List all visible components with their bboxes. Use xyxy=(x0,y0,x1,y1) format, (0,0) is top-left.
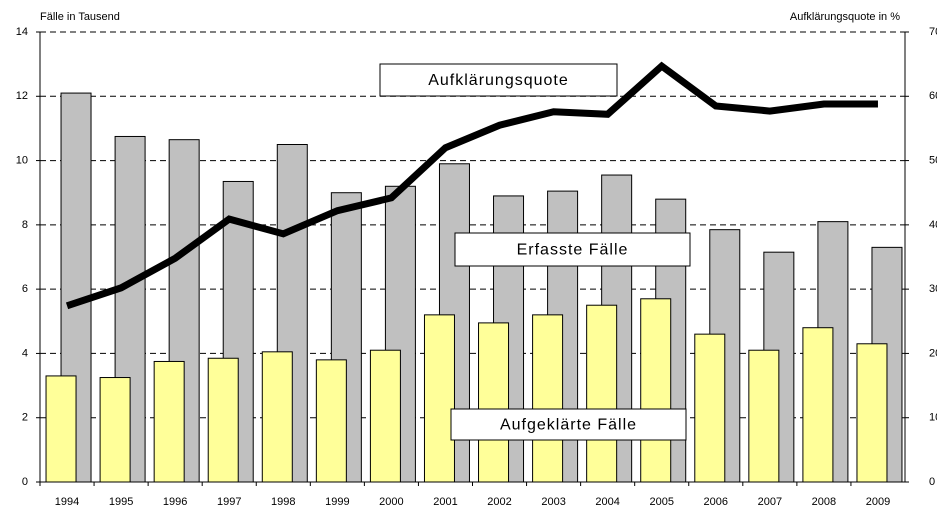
bar xyxy=(478,322,510,483)
y-tick-label: 10 xyxy=(16,154,28,166)
bar xyxy=(369,349,401,483)
bar xyxy=(45,375,77,483)
x-tick-label: 2004 xyxy=(595,496,619,508)
y-tick-label: 8 xyxy=(22,219,28,231)
series-name: Erfasste Fälle xyxy=(517,242,629,259)
x-tick-label: 1994 xyxy=(55,496,79,508)
x-tick-label: 2008 xyxy=(812,496,836,508)
y2-tick-label: 70 xyxy=(929,26,937,38)
bar xyxy=(261,351,293,483)
x-tick-label: 1998 xyxy=(271,496,295,508)
y-tick-label: 14 xyxy=(16,26,28,38)
bar xyxy=(153,360,185,483)
series-label: Aufgeklärte Fälle xyxy=(450,408,687,441)
x-tick-label: 1995 xyxy=(109,496,133,508)
y2-tick-label: 40 xyxy=(929,219,937,231)
x-tick-label: 2007 xyxy=(758,496,782,508)
x-tick-label: 2003 xyxy=(541,496,565,508)
x-tick-label: 2002 xyxy=(487,496,511,508)
label-box xyxy=(454,232,691,267)
x-tick-label: 2009 xyxy=(866,496,890,508)
x-tick-label: 2000 xyxy=(379,496,403,508)
bar xyxy=(802,327,834,483)
x-tick-label: 2006 xyxy=(704,496,728,508)
y-tick-label: 6 xyxy=(22,283,28,295)
x-tick-label: 2005 xyxy=(649,496,673,508)
bar xyxy=(856,343,888,483)
bar xyxy=(532,314,564,483)
x-tick-label: 1999 xyxy=(325,496,349,508)
label-box xyxy=(450,408,687,441)
bar xyxy=(694,333,726,483)
y2-tick-label: 0 xyxy=(929,476,935,488)
series-label: Aufklärungsquote xyxy=(379,63,618,97)
y2-tick-label: 20 xyxy=(929,347,937,359)
y-axis-label: Fälle in Tausend xyxy=(40,11,120,23)
series-name: Aufklärungsquote xyxy=(428,72,569,89)
y2-axis-label: Aufklärungsquote in % xyxy=(790,11,900,23)
bar xyxy=(423,314,455,483)
y2-tick-label: 60 xyxy=(929,90,937,102)
bar xyxy=(640,298,672,483)
y2-tick-label: 30 xyxy=(929,283,937,295)
y-tick-label: 12 xyxy=(16,90,28,102)
bar xyxy=(207,357,239,483)
y-tick-label: 2 xyxy=(22,412,28,424)
bar xyxy=(748,349,780,483)
x-tick-label: 1997 xyxy=(217,496,241,508)
y-tick-label: 0 xyxy=(22,476,28,488)
y2-tick-label: 10 xyxy=(929,412,937,424)
y-tick-label: 4 xyxy=(22,347,28,359)
bar xyxy=(99,377,131,483)
series-name: Aufgeklärte Fälle xyxy=(500,417,637,434)
x-tick-label: 1996 xyxy=(163,496,187,508)
x-tick-label: 2001 xyxy=(433,496,457,508)
bar xyxy=(315,359,347,483)
y2-tick-label: 50 xyxy=(929,154,937,166)
label-box xyxy=(379,63,618,97)
series-label: Erfasste Fälle xyxy=(454,232,691,267)
line xyxy=(65,61,878,310)
bar xyxy=(586,304,618,483)
